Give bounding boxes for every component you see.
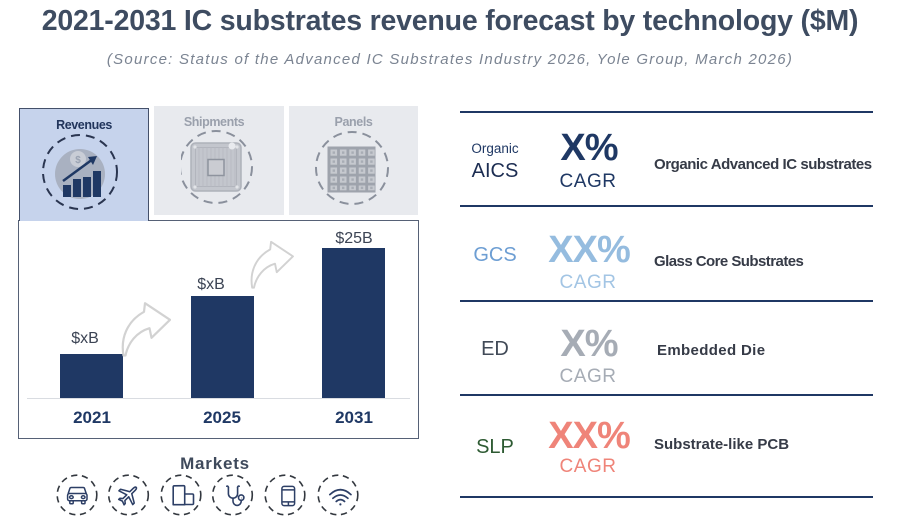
svg-text:$: $ [75,155,81,166]
